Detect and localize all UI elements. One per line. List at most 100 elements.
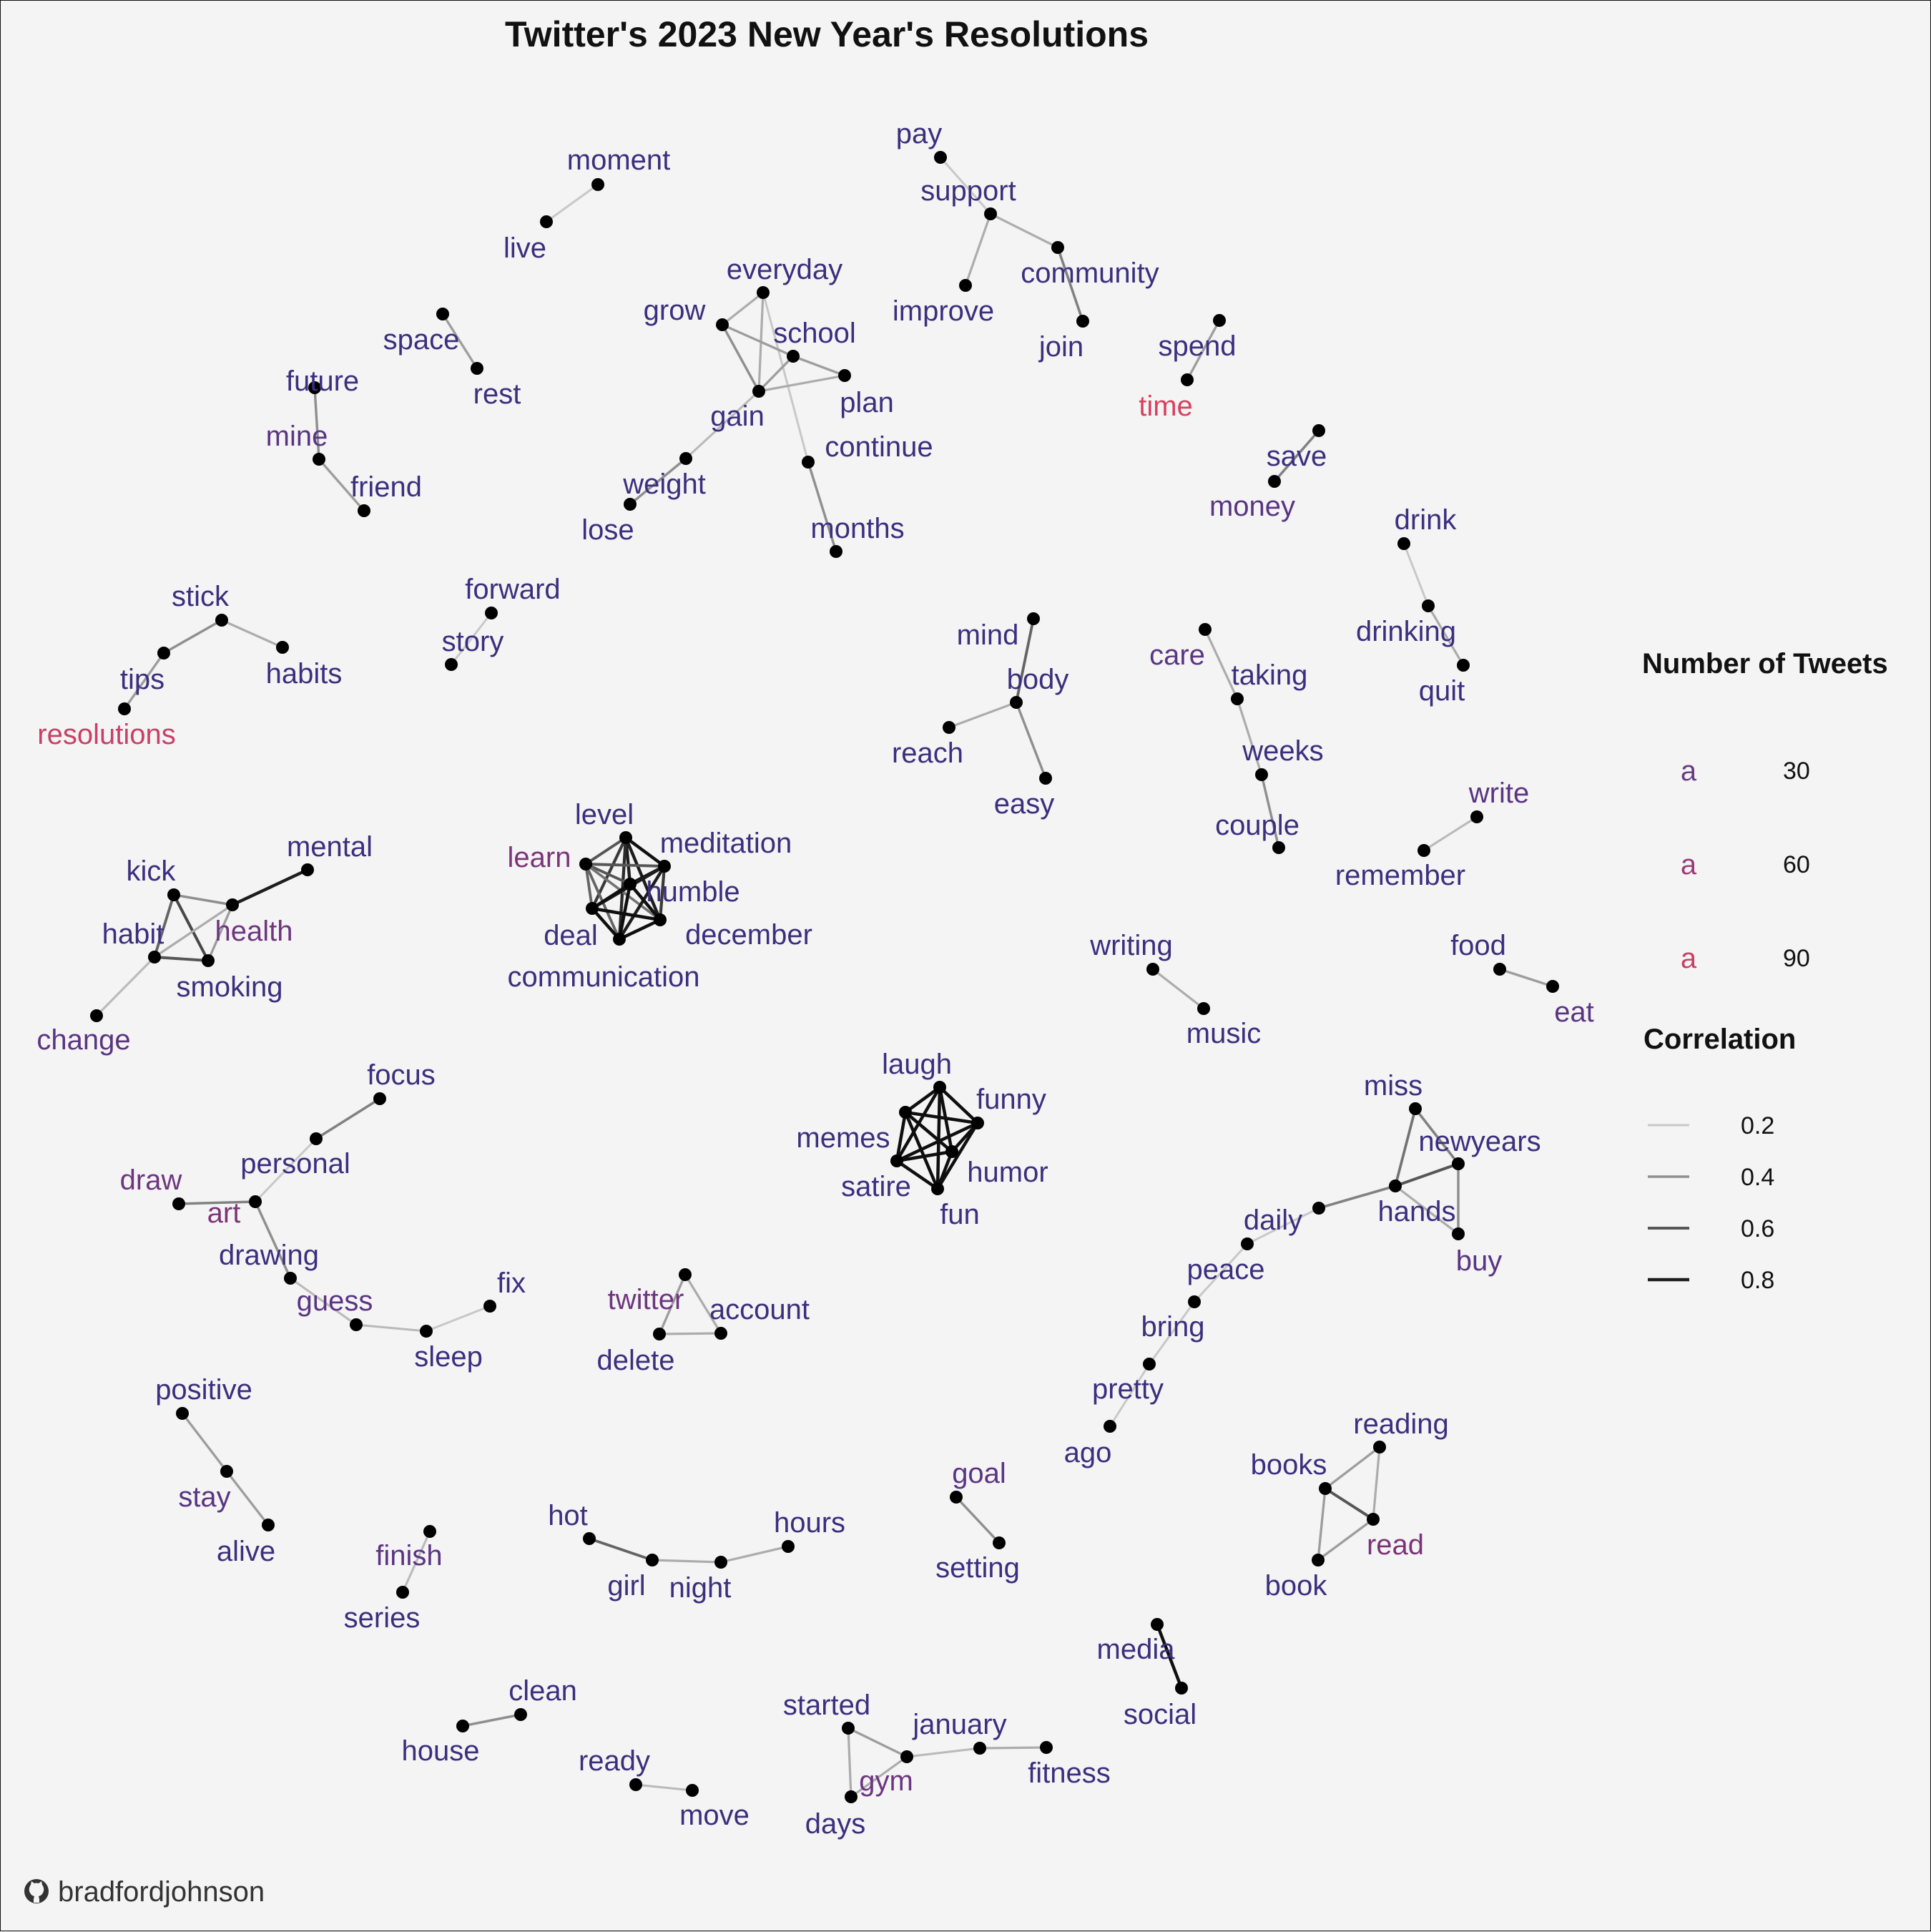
edge-books-read — [1324, 1487, 1375, 1521]
node-label-hot: hot — [548, 1500, 588, 1531]
edge-miss-newyears — [1414, 1107, 1460, 1165]
edge-humor-satire — [896, 1149, 953, 1163]
legend-correlation-title: Correlation — [1643, 1024, 1796, 1055]
node-label-time: time — [1139, 391, 1193, 422]
edge-humor-fun — [935, 1151, 954, 1190]
node-live — [540, 215, 553, 228]
node-account — [714, 1327, 727, 1340]
legend-count-symbol: a — [1681, 849, 1697, 881]
node-rest — [471, 362, 483, 375]
edge-daily-peace — [1247, 1207, 1320, 1245]
edge-funny-satire — [896, 1121, 978, 1163]
legend-count-label: 30 — [1783, 757, 1810, 785]
node-habit — [148, 951, 161, 963]
legend-count-symbol: a — [1681, 755, 1697, 787]
node-label-moment: moment — [567, 144, 671, 176]
node-label-support: support — [920, 175, 1016, 207]
node-label-read: read — [1367, 1529, 1424, 1561]
node-art — [249, 1195, 262, 1208]
legend-correlation-label: 0.6 — [1741, 1215, 1774, 1242]
edge-writing-music — [1152, 968, 1204, 1010]
node-label-hours: hours — [774, 1507, 845, 1539]
node-label-smoking: smoking — [177, 971, 283, 1003]
node-label-reading: reading — [1353, 1408, 1448, 1440]
node-peace — [1241, 1237, 1254, 1250]
edge-media-social — [1155, 1624, 1184, 1689]
node-ago — [1104, 1420, 1116, 1433]
node-time — [1181, 373, 1194, 386]
node-humor — [945, 1145, 958, 1158]
node-writing — [1146, 963, 1159, 976]
node-label-book: book — [1265, 1570, 1328, 1602]
edge-night-hours — [720, 1545, 789, 1564]
node-label-media: media — [1097, 1634, 1176, 1665]
node-label-hands: hands — [1378, 1196, 1456, 1227]
node-label-bring: bring — [1141, 1311, 1205, 1343]
node-newyears — [1452, 1157, 1465, 1170]
node-label-setting: setting — [935, 1552, 1020, 1584]
node-label-house: house — [402, 1735, 480, 1767]
edge-december-communication — [619, 918, 661, 941]
edge-pay-support — [939, 157, 992, 215]
node-weight — [679, 452, 692, 465]
node-drink — [1397, 537, 1410, 550]
node-label-humor: humor — [967, 1157, 1048, 1188]
node-guess — [350, 1318, 363, 1331]
node-food — [1493, 963, 1506, 976]
node-label-alive: alive — [217, 1536, 275, 1567]
node-label-lose: lose — [581, 514, 634, 546]
node-started — [842, 1722, 855, 1735]
edge-january-fitness — [979, 1746, 1047, 1750]
node-positive — [176, 1407, 189, 1420]
chart-title: Twitter's 2023 New Year's Resolutions — [505, 14, 1149, 54]
edge-guess-sleep — [355, 1323, 427, 1333]
node-label-rest: rest — [473, 378, 521, 410]
edge-memes-humor — [904, 1111, 953, 1153]
node-girl — [646, 1554, 659, 1566]
node-label-focus: focus — [367, 1059, 436, 1091]
edge-habit-change — [95, 956, 156, 1017]
node-label-community: community — [1021, 258, 1159, 289]
node-level — [619, 831, 632, 844]
edge-everyday-continue — [762, 292, 810, 463]
node-social — [1175, 1682, 1188, 1695]
edge-write-remember — [1423, 815, 1478, 852]
edge-learn-deal — [584, 863, 594, 909]
node-pay — [934, 151, 947, 164]
node-hands — [1389, 1180, 1402, 1192]
edge-continue-months — [807, 461, 837, 552]
node-weeks — [1255, 768, 1268, 781]
node-easy — [1039, 772, 1052, 785]
node-label-space: space — [383, 324, 460, 355]
node-label-humble: humble — [646, 876, 740, 908]
node-label-girl: girl — [607, 1570, 645, 1602]
edge-gym-january — [906, 1747, 981, 1758]
node-label-money: money — [1209, 491, 1295, 522]
node-label-daily: daily — [1244, 1205, 1302, 1236]
node-label-january: january — [912, 1709, 1006, 1740]
node-label-spend: spend — [1159, 330, 1237, 362]
node-memes — [899, 1106, 912, 1119]
node-focus — [373, 1092, 386, 1105]
node-label-future: future — [286, 366, 359, 397]
edge-laugh-fun — [935, 1087, 942, 1190]
node-meditation — [658, 860, 671, 873]
node-moment — [591, 178, 604, 191]
edge-peace-bring — [1193, 1242, 1249, 1303]
node-label-mental: mental — [287, 831, 373, 863]
node-label-art: art — [207, 1197, 241, 1229]
node-label-clean: clean — [508, 1675, 577, 1707]
node-sleep — [420, 1325, 433, 1338]
edge-meditation-communication — [618, 865, 666, 941]
node-december — [654, 913, 667, 926]
node-drawing — [284, 1272, 297, 1285]
legend-correlation-label: 0.8 — [1741, 1267, 1774, 1294]
node-label-stay: stay — [178, 1481, 230, 1513]
edge-gain-plan — [758, 374, 845, 393]
node-everyday — [757, 286, 770, 299]
node-label-satire: satire — [841, 1171, 911, 1202]
node-smoking — [202, 954, 215, 967]
edge-humble-communication — [617, 883, 632, 940]
node-label-resolutions: resolutions — [37, 719, 175, 750]
edge-goal-setting — [955, 1496, 1001, 1544]
